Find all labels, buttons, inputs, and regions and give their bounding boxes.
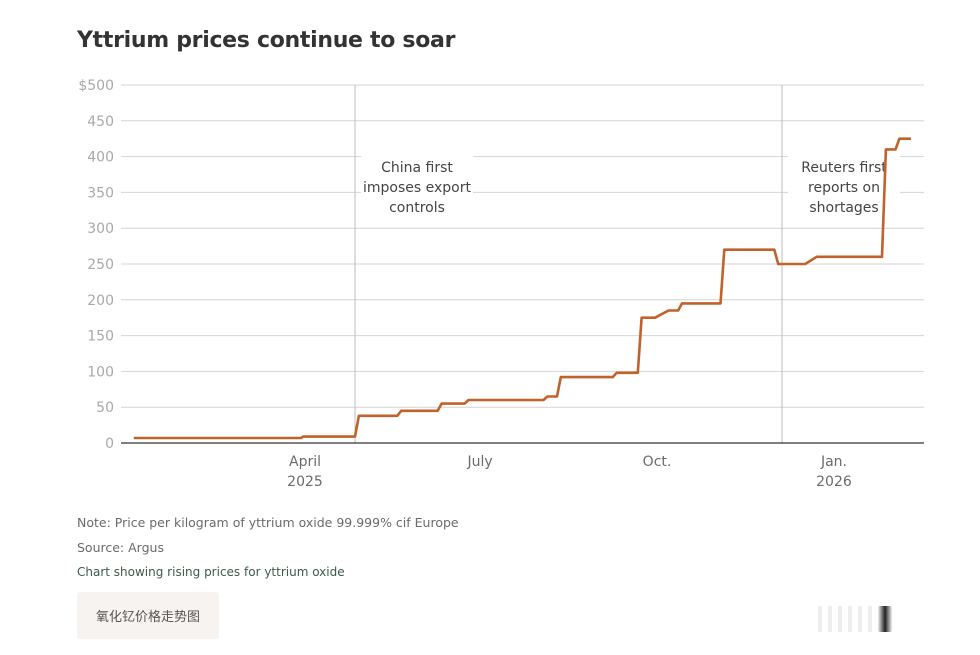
chart: 0 50 100 150 200 250 300 350 400 450 $500 China fi…: [78, 78, 924, 490]
x-tick-label: July: [466, 454, 492, 470]
x-axis-ticks: April 2025 July Oct. Jan. 2026: [287, 454, 852, 490]
y-tick-label: 0: [105, 436, 114, 452]
y-tick-label: 400: [87, 150, 114, 166]
y-tick-label: 200: [87, 293, 114, 309]
annotation-background: [361, 156, 474, 214]
x-tick-label: April: [289, 454, 321, 470]
annotation-text: reports on: [808, 180, 880, 196]
price-line: [133, 137, 911, 440]
y-tick-label: $500: [78, 78, 114, 94]
chart-caption: Chart showing rising prices for yttrium …: [77, 565, 345, 579]
y-tick-label: 450: [87, 114, 114, 130]
x-tick-year-label: 2025: [287, 474, 323, 490]
y-tick-label: 250: [87, 257, 114, 273]
annotation-text: shortages: [809, 200, 878, 216]
y-axis-ticks: 0 50 100 150 200 250 300 350 400 450 $500: [78, 78, 114, 452]
gridlines: [121, 84, 924, 408]
chinese-tag-button[interactable]: 氧化钇价格走势图: [77, 592, 219, 639]
x-tick-label: Oct.: [643, 454, 672, 470]
y-tick-label: 300: [87, 221, 114, 237]
annotation-texts: China first imposes export controls Reuters…: [361, 156, 901, 216]
annotation-text: Reuters first: [801, 160, 887, 176]
annotation-text: controls: [389, 200, 445, 216]
chart-title: Yttrium prices continue to soar: [77, 28, 456, 53]
x-tick-year-label: 2026: [816, 474, 852, 490]
watermark: [818, 606, 898, 636]
y-tick-label: 50: [96, 400, 114, 416]
annotation-background: [788, 156, 901, 214]
y-tick-label: 100: [87, 364, 114, 380]
note-text: Note: Price per kilogram of yttrium oxid…: [77, 515, 459, 530]
source-text: Source: Argus: [77, 540, 164, 555]
annotation-text: China first: [381, 160, 453, 176]
y-tick-label: 350: [87, 185, 114, 201]
annotation-text: imposes export: [363, 180, 471, 196]
x-tick-label: Jan.: [820, 454, 847, 470]
y-tick-label: 150: [87, 329, 114, 345]
